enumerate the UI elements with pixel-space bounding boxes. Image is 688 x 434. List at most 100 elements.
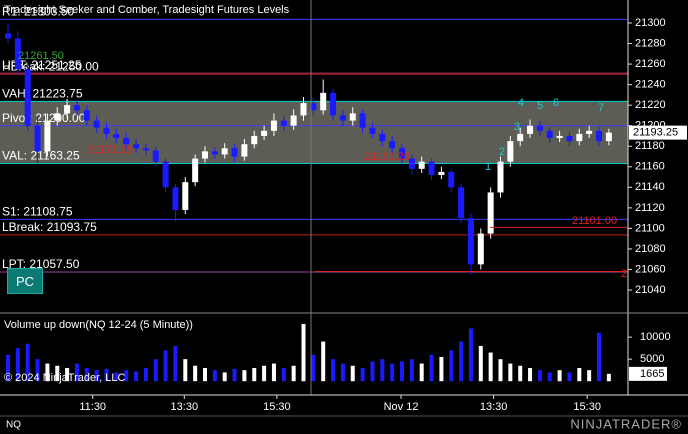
x-tick-label: 15:30 — [263, 401, 291, 413]
volume-bar — [74, 363, 79, 382]
y-tick-label: 21160 — [635, 161, 665, 173]
candle-body — [389, 141, 396, 149]
volume-bar — [508, 363, 513, 382]
candle-body — [330, 92, 337, 116]
y-tick-label: 21220 — [635, 99, 666, 111]
candle-body — [202, 151, 208, 159]
volume-bar — [173, 345, 178, 382]
volume-bar — [360, 367, 365, 382]
copyright: © 2024 NinjaTrader, LLC — [4, 372, 125, 384]
candle-body — [142, 148, 149, 151]
y-tick-label: 21060 — [635, 263, 666, 275]
level-label: VAH: 21223.75 — [2, 86, 83, 100]
volume-bar — [370, 361, 375, 382]
volume-bar — [143, 367, 148, 382]
level-label: R1: 21303.50 — [2, 5, 74, 19]
candle-body — [54, 113, 61, 121]
candle-body — [605, 132, 612, 142]
y-tick-label: 21100 — [635, 222, 665, 234]
candle-body — [290, 115, 297, 126]
candle-body — [133, 144, 140, 149]
candle-body — [527, 125, 534, 134]
volume-bar — [25, 343, 30, 382]
candle-body — [270, 120, 277, 131]
candle-body — [231, 148, 238, 157]
candle-body — [241, 144, 248, 157]
volume-bar — [537, 370, 542, 382]
volume-bar — [291, 365, 296, 382]
volume-bar — [212, 370, 217, 382]
annotation: 2 — [621, 268, 627, 280]
volume-bar — [84, 367, 89, 382]
volume-bar — [577, 367, 582, 382]
candle-body — [477, 233, 484, 265]
annotation: 3 — [514, 121, 520, 133]
pc-button[interactable]: PC — [7, 268, 43, 294]
y-tick-label: 21280 — [635, 37, 666, 49]
candle-body — [152, 150, 159, 162]
volume-bar — [439, 356, 444, 382]
candle-body — [261, 130, 268, 136]
volume-bar — [301, 323, 306, 382]
volume-bar — [606, 373, 611, 382]
chart-title: Tradesight Seeker and Comber, Tradesight… — [4, 4, 290, 16]
y-tick-label: 21040 — [635, 284, 666, 296]
candle-body — [517, 133, 524, 142]
candle-body — [221, 148, 228, 155]
candle-body — [497, 161, 504, 193]
candle-body — [113, 133, 120, 139]
level-label: LBreak: 21093.75 — [2, 220, 97, 234]
candle-body — [320, 92, 327, 111]
candle-body — [103, 127, 110, 134]
volume-bar — [311, 354, 316, 382]
volume-bar — [45, 363, 50, 382]
candle-body — [339, 115, 346, 121]
candle-body — [596, 130, 602, 142]
annotation: 5 — [537, 100, 543, 112]
volume-bar — [429, 354, 434, 382]
candle-body — [251, 135, 258, 145]
candle-body — [349, 113, 356, 121]
candle-body — [586, 130, 593, 134]
candle-body — [428, 161, 435, 175]
annotation: 6 — [553, 97, 559, 109]
volume-bar — [222, 372, 227, 382]
volume-bar — [153, 359, 158, 382]
candle-body — [182, 182, 189, 210]
volume-bar — [6, 354, 10, 382]
candle-body — [556, 135, 563, 139]
y-tick-label: 21260 — [635, 58, 666, 70]
level-label: S1: 21108.75 — [2, 205, 73, 219]
volume-bar — [242, 370, 247, 382]
candle-body — [369, 127, 376, 134]
candle-body — [408, 158, 415, 169]
candle-body — [399, 148, 405, 159]
candle-body — [487, 192, 494, 234]
x-tick-label: 15:30 — [573, 401, 601, 413]
y-tick-label: 21140 — [635, 181, 665, 193]
candle-body — [73, 105, 80, 111]
volume-bar — [104, 368, 109, 382]
candle-body — [64, 105, 71, 114]
volume-bar — [134, 371, 139, 382]
logo: NINJATRADER® — [570, 416, 682, 431]
candle-body — [24, 69, 31, 126]
candle-body — [211, 151, 218, 155]
candle-body — [300, 103, 307, 116]
candle-body — [576, 133, 583, 142]
volume-bar — [409, 359, 414, 382]
y-tick-label: 21080 — [635, 243, 666, 255]
x-tick-label: 13:30 — [480, 401, 508, 413]
candle-body — [162, 161, 169, 188]
volume-bar — [390, 363, 395, 382]
volume-bar — [468, 328, 473, 382]
candle-body — [310, 103, 317, 111]
volume-bar — [271, 363, 276, 382]
volume-bar — [557, 370, 562, 382]
y-tick-label: 21120 — [635, 202, 665, 214]
volume-bar — [94, 370, 99, 382]
panel-title: Volume up down(NQ 12-24 (5 Minute)) — [4, 319, 193, 331]
volume-bar — [547, 372, 552, 382]
volume-bar — [232, 368, 237, 382]
